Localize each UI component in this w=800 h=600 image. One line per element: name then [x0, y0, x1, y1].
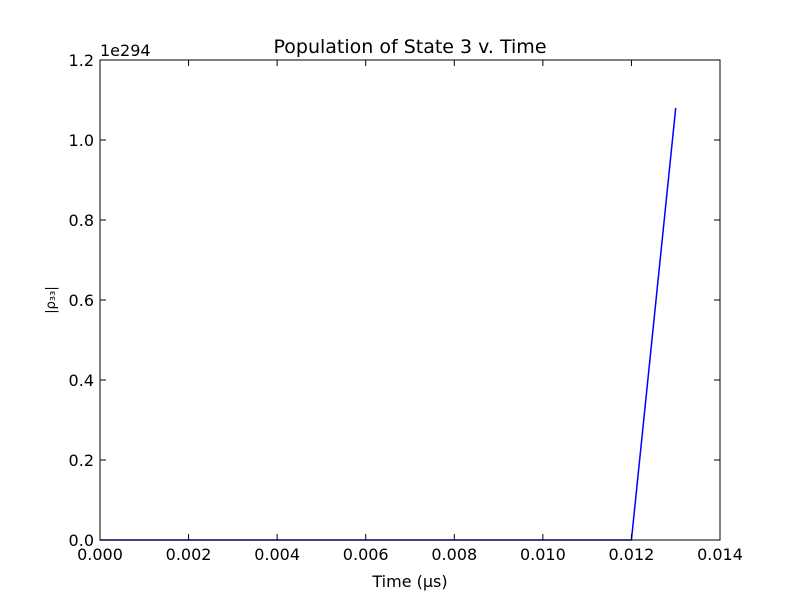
y-tick-label: 0.8: [69, 211, 94, 230]
y-tick-label: 0.4: [69, 371, 94, 390]
x-tick-label: 0.014: [697, 545, 743, 564]
y-tick-label: 0.2: [69, 451, 94, 470]
chart-title: Population of State 3 v. Time: [273, 36, 546, 58]
y-tick-label: 0.6: [69, 291, 94, 310]
x-tick-label: 0.006: [343, 545, 389, 564]
x-tick-label: 0.002: [166, 545, 212, 564]
plot-area: [99, 59, 721, 541]
y-tick-label: 0.0: [69, 531, 94, 550]
plot-background: [100, 60, 720, 540]
x-tick-label: 0.004: [254, 545, 300, 564]
x-tick-label: 0.010: [520, 545, 566, 564]
y-tick-label: 1.0: [69, 131, 94, 150]
x-tick-label: 0.012: [609, 545, 655, 564]
y-axis-offset-label: 1e294: [100, 41, 151, 60]
y-axis-label: |ρ₃₃|: [44, 286, 59, 313]
plot-frame: [99, 59, 721, 541]
x-tick-label: 0.000: [77, 545, 123, 564]
y-axis-tick-labels: 0.0 0.2 0.4 0.6 0.8 1.0 1.2: [69, 51, 94, 550]
y-tick-label: 1.2: [69, 51, 94, 70]
x-axis-tick-labels: 0.000 0.002 0.004 0.006 0.008 0.010 0.012 0.014: [77, 545, 743, 564]
x-axis-label: Time (μs): [371, 572, 447, 591]
x-tick-label: 0.008: [431, 545, 477, 564]
